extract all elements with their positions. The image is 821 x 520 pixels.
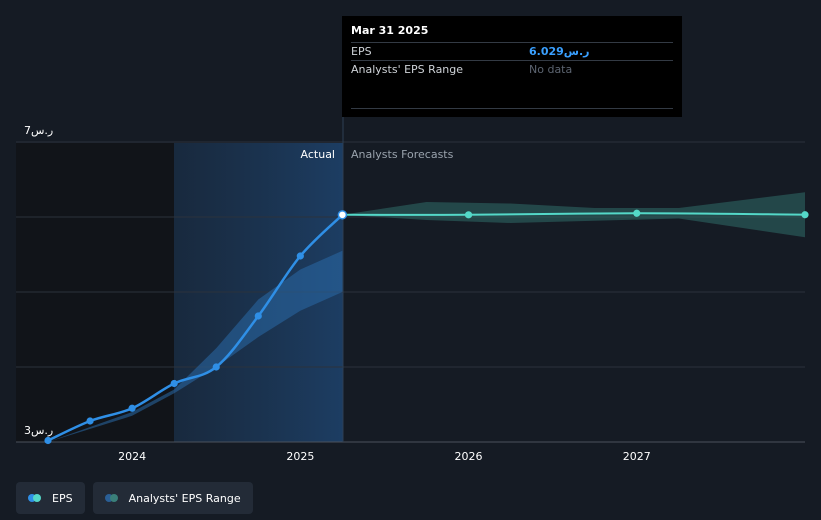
x-tick-label-0: 2024 — [118, 450, 146, 463]
analysts-eps-range-band — [342, 192, 805, 238]
legend-item-range[interactable]: Analysts' EPS Range — [92, 482, 253, 514]
tooltip-row-eps: EPS ر.س6.029 — [351, 42, 673, 60]
data-point-0-6[interactable] — [296, 252, 304, 260]
y-axis-ticks: ر.س7 ر.س3 — [24, 124, 53, 437]
data-point-0-3[interactable] — [170, 379, 178, 388]
data-point-0-5[interactable] — [254, 312, 262, 320]
tooltip: Mar 31 2025 EPS ر.س6.029 Analysts' EPS R… — [342, 16, 682, 117]
legend-item-eps[interactable]: EPS — [16, 482, 85, 514]
tooltip-divider — [351, 108, 673, 109]
data-point-1-2[interactable] — [633, 209, 641, 217]
legend-eps-dot-2 — [33, 494, 41, 502]
tooltip-row-range: Analysts' EPS Range No data — [351, 60, 673, 78]
legend-eps-dot-1 — [28, 494, 36, 502]
tooltip-range-label: Analysts' EPS Range — [351, 63, 464, 76]
data-point-0-7[interactable] — [337, 210, 348, 220]
data-point-0-1[interactable] — [86, 417, 94, 425]
x-tick-label-3: 2027 — [623, 450, 651, 463]
legend-range-label: Analysts' EPS Range — [128, 491, 241, 505]
data-points — [44, 209, 809, 445]
legend-eps-swatch-icon — [28, 493, 44, 503]
series-line-0 — [46, 213, 344, 442]
data-point-0-0[interactable] — [44, 436, 52, 445]
actual-label: Actual — [301, 148, 335, 161]
tooltip-range-value: No data — [529, 63, 573, 76]
legend-range-swatch-icon — [104, 493, 121, 503]
tooltip-eps-label: EPS — [351, 45, 372, 58]
forecast-label: Analysts Forecasts — [351, 148, 454, 161]
data-point-0-4[interactable] — [212, 363, 220, 371]
legend-range-dot-1 — [104, 494, 113, 502]
gridlines — [16, 141, 805, 368]
legend-range-dot-2 — [109, 494, 118, 502]
y-tick-label-0: ر.س7 — [24, 124, 53, 137]
tooltip-eps-value: ر.س6.029 — [529, 45, 590, 58]
data-point-0-2[interactable] — [128, 404, 136, 412]
data-point-1-3[interactable] — [801, 211, 809, 219]
historic-range-band — [48, 250, 343, 442]
tooltip-date: Mar 31 2025 — [351, 24, 429, 37]
legend: EPS Analysts' EPS Range — [16, 482, 253, 514]
series-line-1 — [341, 212, 806, 216]
x-tick-label-1: 2025 — [286, 450, 314, 463]
x-axis-ticks: 2024 2025 2026 2027 — [118, 450, 651, 463]
data-point-1-1[interactable] — [464, 211, 473, 219]
legend-eps-label: EPS — [52, 491, 73, 505]
x-tick-label-2: 2026 — [455, 450, 483, 463]
y-tick-label-1: ر.س3 — [24, 424, 53, 437]
series-lines — [46, 212, 806, 442]
